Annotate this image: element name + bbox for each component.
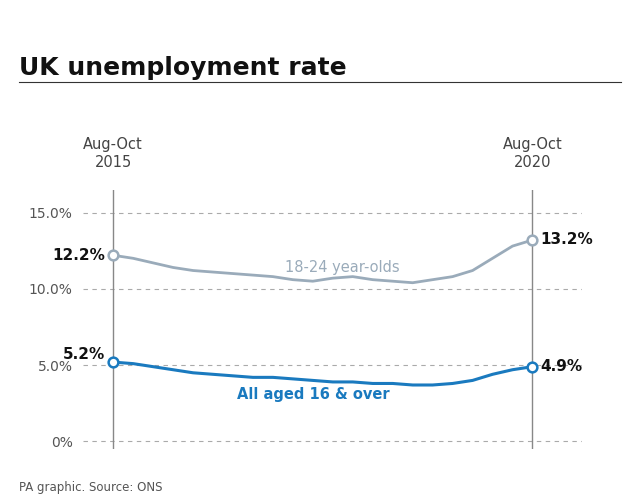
- Text: 5.2%: 5.2%: [63, 347, 105, 362]
- Text: Aug-Oct
2015: Aug-Oct 2015: [83, 137, 143, 170]
- Text: PA graphic. Source: ONS: PA graphic. Source: ONS: [19, 481, 163, 494]
- Text: Aug-Oct
2020: Aug-Oct 2020: [502, 137, 563, 170]
- Text: UK unemployment rate: UK unemployment rate: [19, 56, 347, 80]
- Text: 13.2%: 13.2%: [540, 233, 593, 248]
- Text: 4.9%: 4.9%: [540, 359, 582, 374]
- Text: 18-24 year-olds: 18-24 year-olds: [285, 260, 400, 275]
- Text: 12.2%: 12.2%: [52, 248, 105, 263]
- Text: All aged 16 & over: All aged 16 & over: [237, 387, 389, 402]
